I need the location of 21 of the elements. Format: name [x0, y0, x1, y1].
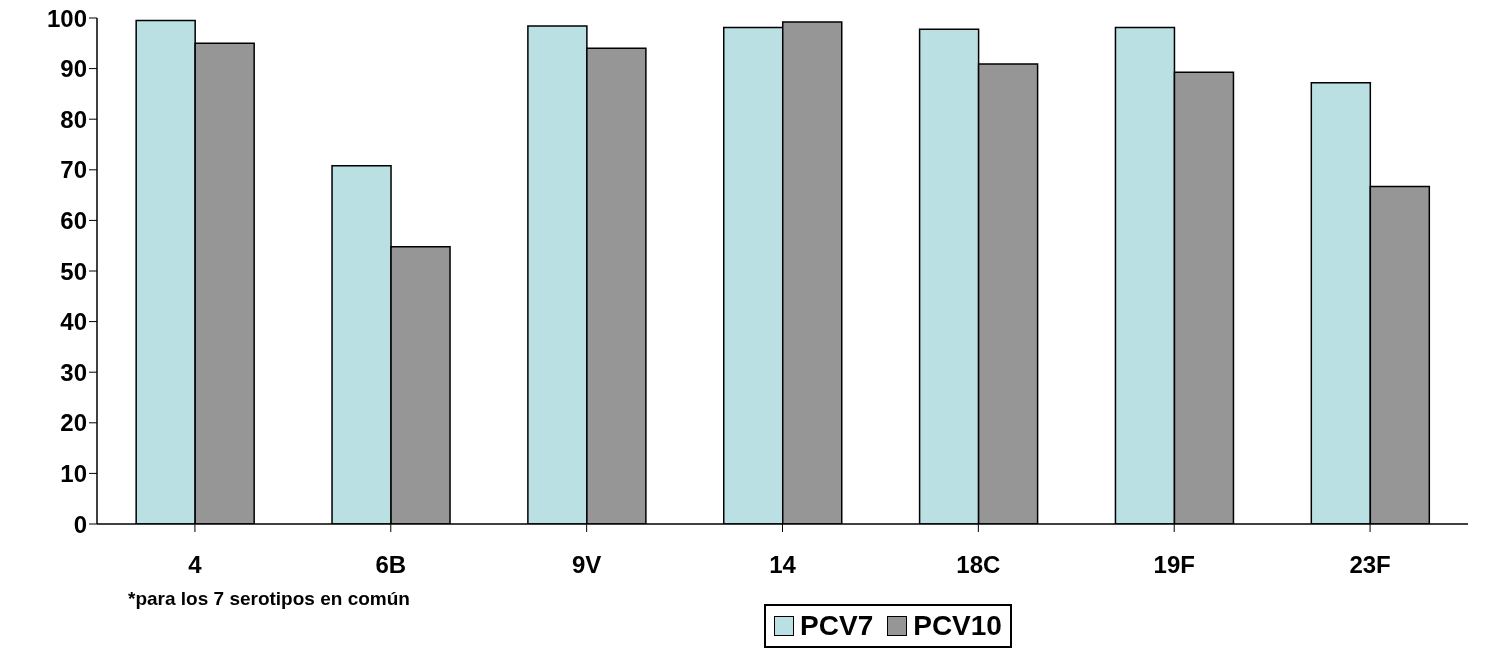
y-tick-label: 30 [60, 358, 87, 386]
y-tick-label: 20 [60, 409, 87, 437]
y-tick-label: 40 [60, 308, 87, 336]
x-tick-label: 9V [571, 551, 602, 579]
y-tick-label: 50 [60, 257, 87, 285]
text: *para los 7 serotipos en común [128, 588, 410, 610]
y-tick-label: 60 [60, 206, 87, 234]
x-tick-label: 4 [188, 551, 203, 579]
legend-label: PCV10 [912, 610, 1002, 642]
y-tick-label: 0 [73, 510, 87, 538]
y-tick-label: 10 [60, 459, 87, 487]
y-tick-label: 80 [60, 105, 87, 133]
x-tick-label: 18C [956, 551, 1001, 579]
x-tick-label: 23F [1349, 551, 1391, 579]
y-tick-label: 90 [60, 55, 87, 83]
x-tick-label: 19F [1153, 551, 1195, 579]
y-tick-label: 100 [46, 4, 87, 32]
x-tick-label: 14 [769, 551, 797, 579]
x-tick-label: 6B [375, 551, 407, 579]
y-tick-label: 70 [60, 156, 87, 184]
legend-label: PCV7 [799, 610, 874, 642]
